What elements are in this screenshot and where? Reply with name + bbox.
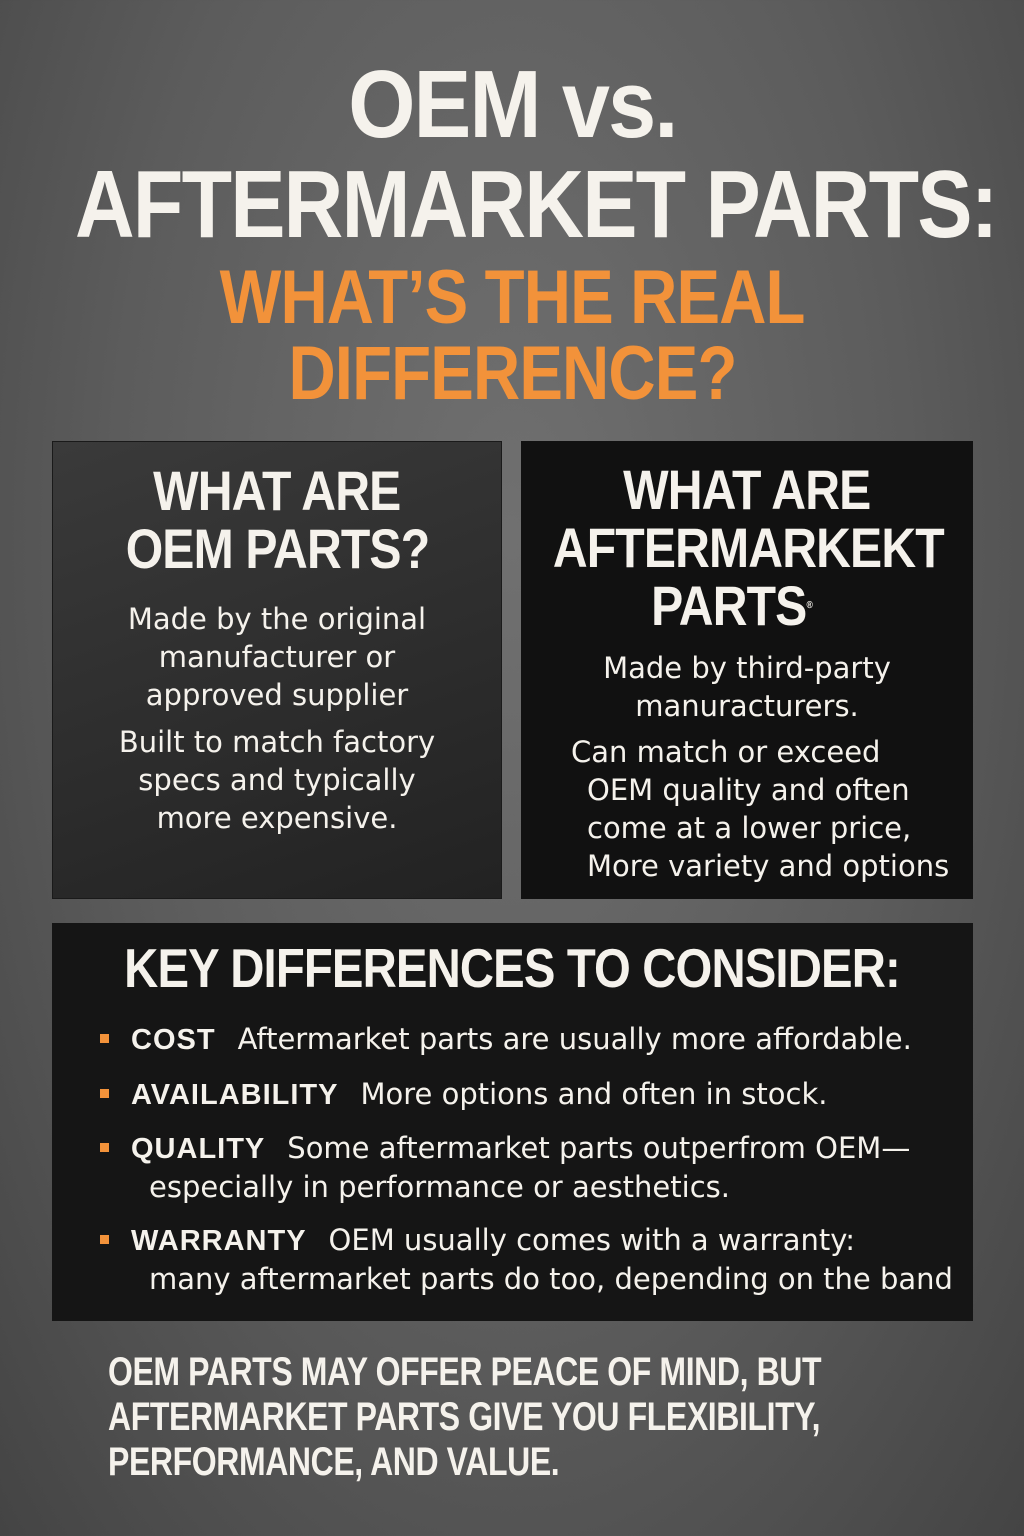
text-line: approved supplier <box>145 678 409 712</box>
bullet-icon <box>100 1033 109 1043</box>
oem-heading: WHAT ARE OEM PARTS? <box>53 462 501 578</box>
text-line: more expensive. <box>156 801 398 835</box>
item-continuation: many aftermarket parts do too, depending… <box>149 1262 953 1296</box>
aftermarket-heading: WHAT ARE AFTERMARKEKT PARTS® <box>521 461 973 635</box>
registered-mark: ® <box>806 600 813 611</box>
footer-conclusion: OEM PARTS MAY OFFER PEACE OF MIND, BUT A… <box>108 1350 999 1485</box>
text-line: OEM quality and often <box>587 773 910 807</box>
aftermarket-para-2: Can match or exceed OEM quality and ofte… <box>521 733 973 885</box>
key-differences-heading: KEY DIFFERENCES TO CONSIDER: <box>52 936 973 1000</box>
title-line-2: AFTERMARKET PARTS: <box>0 148 1024 260</box>
oem-para-2: Built to match factory specs and typical… <box>53 723 501 837</box>
text-line: Made by third-party <box>603 651 891 685</box>
text-line: Made by the original <box>127 602 427 636</box>
item-label: AVAILABILITY <box>131 1079 339 1111</box>
footer-line: PERFORMANCE, AND VALUE. <box>108 1440 560 1484</box>
footer-line: AFTERMARKET PARTS GIVE YOU FLEXIBILITY, <box>108 1395 821 1439</box>
text-line: manufacturer or <box>158 640 396 674</box>
item-text: OEM usually comes with a warranty: <box>328 1223 856 1257</box>
item-continuation: especially in performance or aesthetics. <box>149 1170 730 1204</box>
oem-parts-box: WHAT ARE OEM PARTS? Made by the original… <box>52 441 502 899</box>
subtitle-text: DIFFERENCE? <box>287 331 737 416</box>
list-item-cost: COST Aftermarket parts are usually more a… <box>100 1020 912 1059</box>
text-line: Built to match factory <box>118 725 436 759</box>
item-label: QUALITY <box>131 1133 266 1165</box>
aftermarket-para-1: Made by third-party manuracturers. <box>521 649 973 725</box>
bullet-icon <box>100 1234 109 1244</box>
text-line: manuracturers. <box>635 689 859 723</box>
list-item-quality: QUALITY Some aftermarket parts outperfrom… <box>100 1129 910 1206</box>
item-text: More options and often in stock. <box>360 1077 828 1111</box>
item-label: COST <box>131 1024 216 1056</box>
subtitle-text: WHAT’S THE REAL <box>219 255 806 340</box>
title-line-1: OEM vs. <box>0 48 1024 160</box>
bullet-icon <box>100 1142 109 1152</box>
text-line: come at a lower price, <box>587 811 912 845</box>
subtitle-line-1: WHAT’S THE REAL <box>0 254 1024 341</box>
key-differences-box <box>52 923 973 1321</box>
text-line: specs and typically <box>138 763 416 797</box>
item-label: WARRANTY <box>131 1225 307 1257</box>
heading-line: OEM PARTS? <box>125 517 429 580</box>
footer-line: OEM PARTS MAY OFFER PEACE OF MIND, BUT <box>108 1350 822 1394</box>
aftermarket-parts-box: WHAT ARE AFTERMARKEKT PARTS® Made by thi… <box>521 441 973 899</box>
heading-line: WHAT ARE <box>623 458 871 521</box>
title-text: OEM vs. <box>347 51 678 158</box>
oem-para-1: Made by the original manufacturer or app… <box>53 600 501 714</box>
list-item-availability: AVAILABILITY More options and often in st… <box>100 1075 827 1114</box>
title-text: AFTERMARKET PARTS: <box>75 151 998 258</box>
text-line: More variety and options <box>587 849 950 883</box>
item-text: Some aftermarket parts outperfrom OEM— <box>287 1131 911 1165</box>
item-text: Aftermarket parts are usually more affor… <box>237 1022 912 1056</box>
heading-line: AFTERMARKEKT <box>552 516 945 579</box>
heading-line: WHAT ARE <box>153 459 401 522</box>
list-item-warranty: WARRANTY OEM usually comes with a warrant… <box>100 1221 953 1298</box>
subtitle-line-2: DIFFERENCE? <box>0 330 1024 417</box>
heading-text: KEY DIFFERENCES TO CONSIDER: <box>124 937 902 999</box>
bullet-icon <box>100 1088 109 1098</box>
heading-line: PARTS <box>651 574 808 637</box>
text-line: Can match or exceed <box>571 735 881 769</box>
